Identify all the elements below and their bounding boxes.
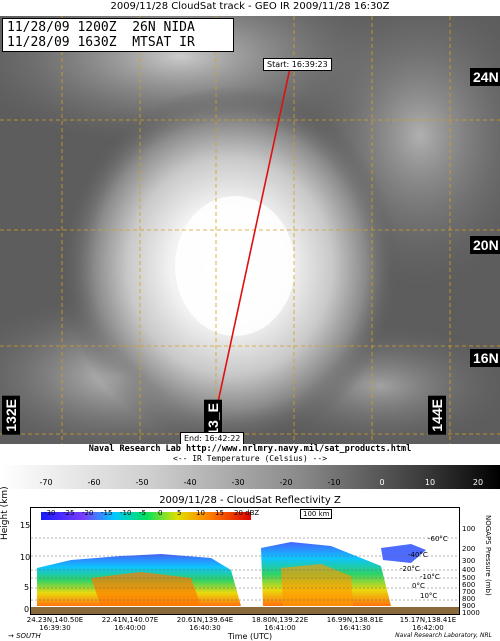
dbz-tick: -10 (120, 509, 132, 517)
x-tick-time: 16:41:00 (264, 624, 296, 632)
ir-tick: 10 (424, 478, 436, 487)
pressure-tick: 800 (462, 595, 476, 603)
dbz-tick: 0 (158, 509, 163, 517)
scale-bar-100km: 100 km (300, 509, 333, 519)
pressure-tick: 900 (462, 602, 476, 610)
dbz-tick: -15 (101, 509, 113, 517)
x-tick-5: 15.17N,138.41E 16:42:00 (400, 616, 456, 632)
ir-tick: -50 (135, 478, 149, 487)
ir-tick: -20 (279, 478, 293, 487)
ir-tick: -70 (39, 478, 53, 487)
dbz-tick: -20 (82, 509, 94, 517)
x-tick-position: 20.61N,139.64E (176, 616, 234, 624)
dbz-tick: 10 (196, 509, 205, 517)
dbz-tick: 5 (177, 509, 182, 517)
pressure-tick: 300 (462, 557, 476, 565)
height-tick: 10 (20, 553, 31, 562)
isotherm-label: 0°C (412, 582, 425, 590)
lon-label-144e: 144E (428, 396, 446, 435)
pressure-tick: 1000 (462, 609, 480, 617)
isotherm-label: 10°C (420, 592, 438, 600)
ir-colorbar (0, 465, 500, 489)
page-title: 2009/11/28 CloudSat track - GEO IR 2009/… (110, 1, 390, 12)
ir-satellite-image: 11/28/09 1200Z 26N NIDA 11/28/09 1630Z M… (0, 16, 500, 444)
cloudsat-panel: 2009/11/28 - CloudSat Reflectivity Z (0, 495, 500, 641)
dbz-tick: -5 (139, 509, 146, 517)
lat-label-20n: 20N (470, 236, 500, 254)
dbz-colorbar (41, 512, 251, 520)
surface-band (31, 607, 459, 614)
pressure-tick: 600 (462, 581, 476, 589)
height-axis-label: Height (km) (0, 486, 10, 540)
ir-tick: -40 (183, 478, 197, 487)
ir-tick: 0 (379, 478, 385, 487)
x-tick-4: 16.99N,138.81E 16:41:30 (327, 616, 383, 632)
ir-colorbar-ticks: -70 -60 -50 -40 -30 -20 -10 0 10 20 (0, 478, 500, 490)
x-tick-position: 24.23N,140.50E (26, 616, 84, 624)
reflectivity-svg (31, 512, 459, 614)
track-start-label: Start: 16:39:23 (263, 58, 332, 71)
cloud-echo-right (381, 544, 426, 563)
x-tick-time: 16:41:30 (339, 624, 371, 632)
ir-tick: -60 (87, 478, 101, 487)
ir-temperature-label: <-- IR Temperature (Celsius) --> (172, 454, 328, 463)
height-tick: 5 (24, 583, 30, 592)
lon-label-132e: 132E (2, 396, 20, 435)
pressure-axis-label: NOGAPS Pressure (mb) (484, 515, 492, 596)
pressure-tick: 500 (462, 574, 476, 582)
x-tick-0: 24.23N,140.50E 16:39:30 (27, 616, 83, 632)
x-tick-position: 16.99N,138.81E (326, 616, 384, 624)
pressure-tick: 700 (462, 588, 476, 596)
height-tick: 15 (20, 521, 31, 530)
dbz-tick: -30 (44, 509, 56, 517)
south-direction-label: → SOUTH (8, 632, 41, 640)
lat-label-16n: 16N (470, 349, 500, 367)
x-tick-time: 16:40:00 (114, 624, 146, 632)
south-text: SOUTH (16, 632, 41, 640)
nrl-credit-line: Naval Research Lab http://www.nrlmry.nav… (88, 444, 412, 454)
height-tick: 0 (24, 605, 30, 614)
dbz-tick: 15 (215, 509, 224, 517)
track-end-label: End: 16:42:22 (180, 432, 245, 444)
pressure-tick: 200 (462, 545, 476, 553)
isotherm-label: -40°C (408, 551, 428, 559)
isotherm-label: -20°C (400, 565, 420, 573)
x-tick-position: 18.80N,139.22E (251, 616, 309, 624)
ir-tick: -30 (231, 478, 245, 487)
nrl-lab-credit: Naval Research Laboratory, NRL (395, 632, 492, 639)
x-tick-time: 16:39:30 (39, 624, 71, 632)
pressure-tick: 400 (462, 566, 476, 574)
info-line-1: 11/28/09 1200Z 26N NIDA (7, 20, 195, 35)
ir-tick: -10 (327, 478, 341, 487)
info-line-2: 11/28/09 1630Z MTSAT IR (7, 35, 195, 50)
cloudsat-title: 2009/11/28 - CloudSat Reflectivity Z (159, 495, 341, 506)
cloudsat-reflectivity-plot (30, 507, 460, 615)
pressure-tick: 100 (462, 525, 476, 533)
info-box: 11/28/09 1200Z 26N NIDA 11/28/09 1630Z M… (2, 18, 234, 52)
x-tick-3: 18.80N,139.22E 16:41:00 (252, 616, 308, 632)
isotherm-label: -60°C (428, 535, 448, 543)
dbz-tick: -25 (63, 509, 75, 517)
lat-label-24n: 24N (470, 68, 500, 86)
x-tick-position: 22.41N,140.07E (101, 616, 159, 624)
map-grid (0, 16, 500, 444)
x-tick-time: 16:40:30 (189, 624, 221, 632)
x-tick-1: 22.41N,140.07E 16:40:00 (102, 616, 158, 632)
ir-tick: 20 (472, 478, 484, 487)
ir-imagery-svg (0, 16, 500, 444)
isotherm-label: -10°C (420, 573, 440, 581)
time-axis-label: Time (UTC) (227, 632, 273, 641)
dbz-tick: 20 dBZ (234, 509, 260, 517)
x-tick-2: 20.61N,139.64E 16:40:30 (177, 616, 233, 632)
x-tick-time: 16:42:00 (412, 624, 444, 632)
cloudsat-track-line (211, 67, 291, 431)
x-tick-position: 15.17N,138.41E (399, 616, 457, 624)
